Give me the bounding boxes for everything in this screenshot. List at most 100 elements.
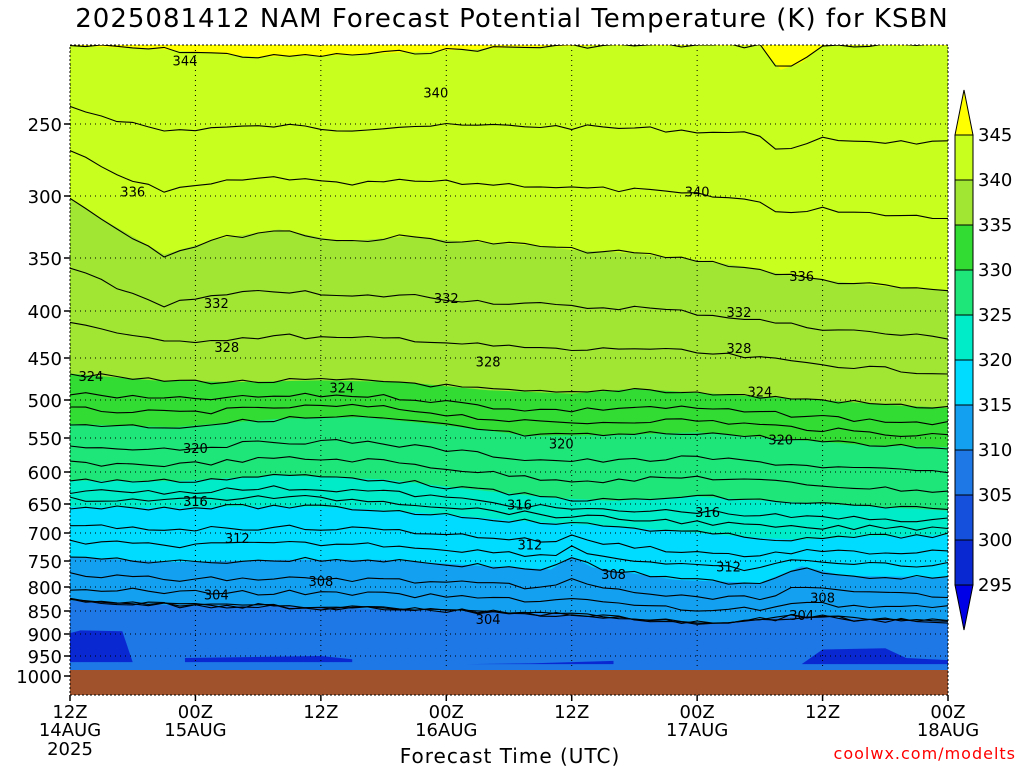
band-305: [70, 600, 948, 670]
x-tick-label: 12Z: [805, 702, 840, 723]
colorbar-label: 315: [978, 395, 1012, 416]
contour-line: [70, 572, 948, 601]
contour-line: [70, 524, 948, 558]
contour-label: 328: [476, 355, 501, 370]
x-tick-year: 2025: [47, 739, 93, 760]
y-axis: 2503003504004505005506006507007508008509…: [16, 115, 70, 688]
x-axis-label: Forecast Time (UTC): [399, 744, 621, 768]
contour-label: 308: [308, 575, 333, 590]
contour-labels: 344 340 340 336 336 332 332 332 328 328 328 324 324 3…: [78, 55, 835, 628]
x-tick-label: 12Z: [554, 702, 589, 723]
contour-label: 312: [517, 539, 542, 554]
x-tick-label: 12Z: [303, 702, 338, 723]
colorbar-segment: [954, 449, 974, 496]
ground-layer: [70, 670, 948, 695]
band-300-c: [467, 660, 614, 665]
y-tick-label: 700: [28, 524, 62, 545]
contour-line: [70, 485, 948, 523]
x-tick-date: 18AUG: [917, 720, 979, 741]
colorbar-segment: [954, 134, 974, 181]
y-tick-label: 500: [28, 391, 62, 412]
contour-label: 320: [549, 438, 574, 453]
contour-label: 312: [716, 560, 741, 575]
contour-line: [70, 321, 948, 375]
contour-line: [70, 456, 948, 493]
colorbar-segment: [954, 179, 974, 226]
y-tick-label: 750: [28, 552, 62, 573]
y-tick-label: 250: [28, 115, 62, 136]
colorbar-segment: [954, 224, 974, 271]
y-tick-label: 550: [28, 429, 62, 450]
credit-text: coolwx.com/modelts: [833, 744, 1016, 763]
y-tick-label: 800: [28, 578, 62, 599]
contour-label: 316: [183, 495, 208, 510]
contour-label: 312: [225, 532, 250, 547]
x-tick-label: 00Z: [178, 702, 213, 723]
x-tick-label: 12Z: [52, 702, 87, 723]
colorbar-label: 340: [978, 170, 1012, 191]
contour-label: 324: [747, 386, 772, 401]
y-tick-label: 900: [28, 625, 62, 646]
contour-line: [70, 439, 948, 474]
colorbar-arrow-bottom: [954, 584, 974, 631]
x-tick-date: 16AUG: [415, 720, 477, 741]
contour-line: [70, 415, 948, 450]
contour-line: [70, 539, 948, 572]
ground-fill: [70, 670, 948, 695]
contour-label: 328: [727, 342, 752, 357]
colorbar-label: 345: [978, 125, 1012, 146]
contour-label: 328: [214, 341, 239, 356]
y-tick-label: 400: [28, 302, 62, 323]
contour-label: 332: [204, 297, 229, 312]
contour-label: 340: [423, 86, 448, 101]
y-tick-label: 450: [28, 349, 62, 370]
contour-line: [70, 403, 948, 437]
grid-lines: [70, 45, 948, 670]
contour-line: [70, 267, 948, 340]
colorbar-arrow-top: [954, 89, 974, 136]
contour-label: 340: [685, 185, 710, 200]
contour-line: [70, 105, 948, 150]
chart-title: 2025081412 NAM Forecast Potential Temper…: [75, 4, 949, 34]
colorbar-label: 330: [978, 260, 1012, 281]
contour-label: 308: [810, 592, 835, 607]
y-tick-label: 1000: [16, 667, 62, 688]
colorbar-segment: [954, 359, 974, 406]
colorbar-label: 300: [978, 530, 1012, 551]
contour-line: [70, 45, 925, 67]
contour-label: 324: [329, 381, 354, 396]
contour-label: 336: [120, 185, 145, 200]
contour-line: [70, 150, 948, 220]
y-tick-label: 600: [28, 463, 62, 484]
contour-label: 320: [768, 434, 793, 449]
contour-label: 304: [476, 613, 501, 628]
contour-label: 320: [183, 442, 208, 457]
contour-line: [70, 197, 948, 292]
x-tick-date: 14AUG: [39, 720, 101, 741]
contour-line: [70, 587, 948, 612]
colorbar-label: 335: [978, 215, 1012, 236]
contour-label: 304: [204, 588, 229, 603]
contour-line: [70, 556, 948, 585]
colorbar-label: 310: [978, 440, 1012, 461]
colorbar-segment: [954, 404, 974, 451]
contour-line: [70, 373, 948, 409]
x-tick-label: 00Z: [429, 702, 464, 723]
y-tick-label: 950: [28, 647, 62, 668]
contour-label: 304: [789, 609, 814, 624]
band-300-d: [801, 648, 948, 665]
x-tick-date: 15AUG: [164, 720, 226, 741]
y-tick-label: 350: [28, 249, 62, 270]
colorbar-label: 320: [978, 350, 1012, 371]
colorbar-segment: [954, 539, 974, 586]
x-tick-date: 17AUG: [666, 720, 728, 741]
contour-line: [70, 392, 948, 426]
colorbar-segment: [954, 494, 974, 541]
contour-label: 308: [601, 568, 626, 583]
contour-line: [70, 473, 948, 510]
colorbar-label: 295: [978, 575, 1012, 596]
y-tick-label: 850: [28, 602, 62, 623]
contour-label: 324: [78, 370, 103, 385]
contour-line: [70, 503, 948, 542]
contour-line: [70, 598, 948, 625]
